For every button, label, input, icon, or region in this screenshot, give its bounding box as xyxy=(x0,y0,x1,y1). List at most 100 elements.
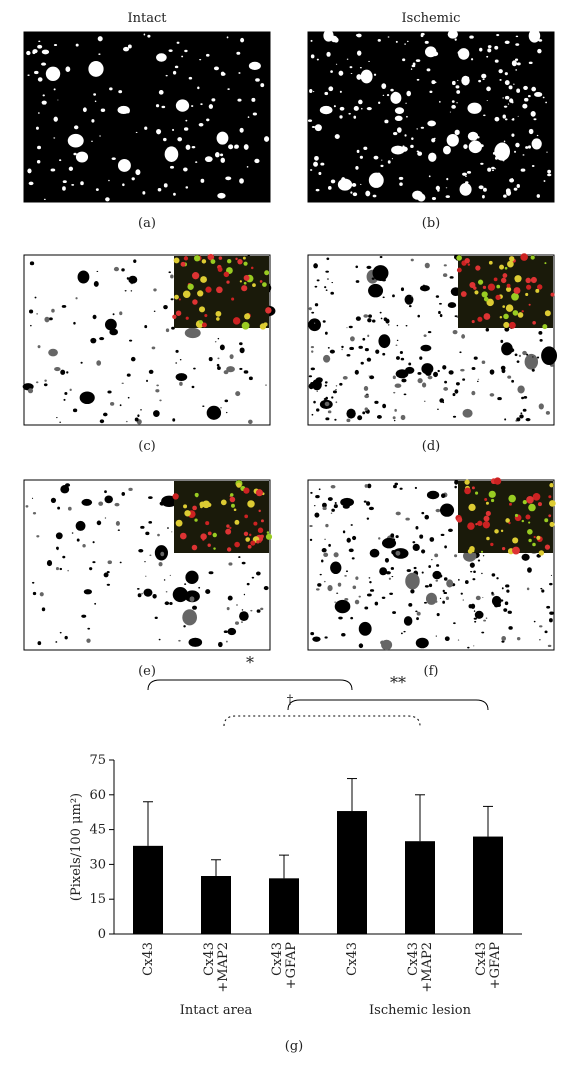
blob xyxy=(394,107,405,114)
blob xyxy=(208,104,214,109)
blob xyxy=(362,337,366,341)
blob xyxy=(61,304,67,308)
inset-dot xyxy=(528,503,536,512)
blob xyxy=(239,342,243,346)
blob xyxy=(137,593,142,598)
blob xyxy=(171,531,173,533)
blob xyxy=(416,611,421,616)
blob xyxy=(311,350,314,353)
blob xyxy=(448,528,453,532)
blob xyxy=(396,127,402,133)
blob xyxy=(395,550,401,556)
inset-dot xyxy=(520,253,528,261)
blob xyxy=(514,353,518,357)
blob xyxy=(127,396,130,399)
blob xyxy=(456,102,458,104)
blob xyxy=(165,590,168,593)
blob xyxy=(420,126,425,129)
blob xyxy=(324,91,329,96)
blob xyxy=(381,83,387,89)
inset-dot xyxy=(215,310,222,317)
blob xyxy=(466,171,472,174)
blob xyxy=(325,289,328,292)
inset-dot xyxy=(544,518,549,523)
blob xyxy=(437,408,439,410)
blob xyxy=(55,566,59,571)
blob xyxy=(59,631,62,634)
blob xyxy=(29,261,35,266)
blob xyxy=(248,419,253,425)
blob xyxy=(358,345,363,349)
column-title: Intact xyxy=(128,11,168,26)
blob xyxy=(452,330,458,335)
blob xyxy=(504,80,510,86)
blob xyxy=(37,641,42,646)
inset-dot xyxy=(227,259,232,264)
panel-label: (f) xyxy=(424,664,439,679)
blob xyxy=(446,579,454,588)
blob xyxy=(489,369,495,375)
blob xyxy=(391,158,394,160)
blob xyxy=(99,419,105,424)
blob xyxy=(164,146,179,162)
blob xyxy=(522,350,527,356)
blob xyxy=(36,535,40,538)
inset xyxy=(458,481,553,553)
blob xyxy=(308,318,322,332)
blob xyxy=(333,504,338,509)
blob xyxy=(75,297,78,300)
blob xyxy=(528,128,534,135)
inset-dot xyxy=(234,541,240,548)
blob xyxy=(541,346,558,366)
blob xyxy=(322,506,327,511)
blob xyxy=(334,501,337,504)
inset-dot xyxy=(508,494,516,503)
blob xyxy=(377,38,381,42)
blob xyxy=(37,345,41,349)
x-tick-label: Cx43 xyxy=(345,942,360,976)
blob xyxy=(330,485,336,489)
blob xyxy=(75,520,86,531)
blob xyxy=(92,314,97,320)
blob xyxy=(504,326,510,332)
inset-dot xyxy=(229,496,236,503)
inset-dot xyxy=(259,323,267,330)
blob xyxy=(346,353,351,357)
inset-dot xyxy=(198,320,203,324)
blob xyxy=(469,35,474,39)
blob xyxy=(57,99,59,101)
blob xyxy=(25,505,29,508)
blob xyxy=(458,48,470,60)
blob xyxy=(214,341,217,343)
blob xyxy=(474,620,477,623)
inset-dot xyxy=(216,317,220,321)
inset-dot xyxy=(248,533,252,537)
inset-dot xyxy=(194,518,198,522)
blob xyxy=(310,39,313,42)
blob xyxy=(243,593,246,596)
blob xyxy=(364,394,370,399)
blob xyxy=(163,579,166,581)
blob xyxy=(331,281,334,284)
blob xyxy=(423,284,425,287)
inset-dot xyxy=(525,292,529,296)
blob xyxy=(53,116,58,122)
blob xyxy=(326,257,330,261)
blob xyxy=(417,378,423,384)
blob xyxy=(423,601,427,604)
micrograph xyxy=(307,477,556,651)
blob xyxy=(473,144,478,149)
blob xyxy=(369,589,375,592)
blob xyxy=(122,183,125,187)
blob xyxy=(355,265,359,269)
inset-dot xyxy=(210,259,216,264)
blob xyxy=(94,100,97,103)
blob xyxy=(442,365,447,370)
blob xyxy=(219,344,225,351)
y-axis-label: (Pixels/100 μm²) xyxy=(69,793,84,901)
blob xyxy=(327,497,333,501)
blob xyxy=(27,388,34,394)
blob xyxy=(356,33,362,38)
blob xyxy=(325,270,329,273)
blob xyxy=(439,503,455,517)
